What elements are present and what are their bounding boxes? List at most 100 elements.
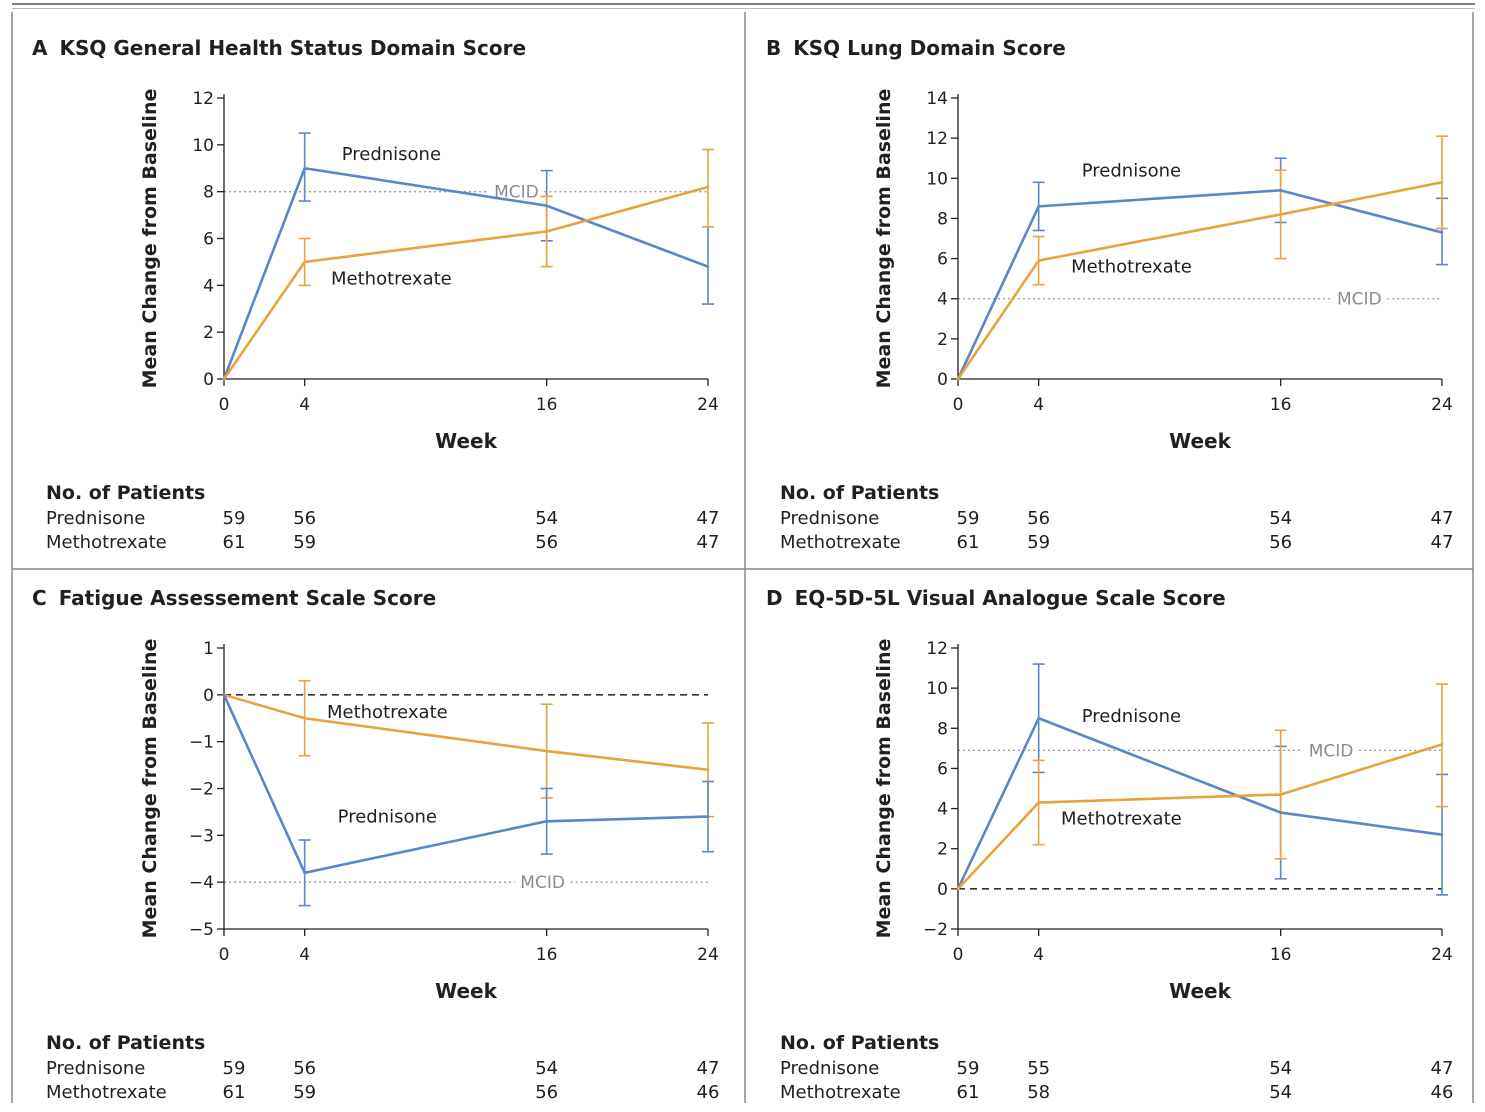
data-point	[222, 693, 226, 697]
patients-row-label: Prednisone	[46, 508, 146, 529]
data-point	[706, 768, 710, 772]
patient-count: 47	[696, 532, 720, 553]
y-tick-label: 6	[203, 230, 214, 250]
y-tick-label: 4	[203, 276, 214, 296]
y-tick-label: 10	[926, 169, 948, 189]
top-rule-thin	[12, 8, 1475, 9]
data-point	[545, 204, 548, 208]
data-point	[1037, 801, 1040, 804]
patient-count: 58	[1027, 1082, 1051, 1103]
patient-count: 59	[293, 532, 317, 553]
y-tick-label: 12	[926, 639, 948, 659]
y-tick-label: 8	[937, 719, 948, 739]
patient-count: 56	[535, 532, 559, 553]
y-tick-label: 0	[203, 686, 214, 706]
data-point	[1440, 743, 1444, 746]
x-tick-label: 16	[536, 945, 558, 965]
patients-table: No. of Patients Prednisone 59 55 54 47 Methotr…	[780, 1032, 1480, 1112]
y-axis-label: Mean Change from Baseline	[873, 639, 895, 939]
x-tick-label: 16	[1270, 945, 1292, 965]
patients-table-header: No. of Patients	[780, 482, 940, 504]
data-point	[1440, 833, 1444, 836]
x-tick-label: 4	[1033, 395, 1044, 415]
mcid-label: MCID	[1309, 741, 1354, 761]
x-axis-label: Week	[435, 429, 497, 453]
patients-table: No. of Patients Prednisone 59 56 54 47 Methotr…	[46, 1032, 746, 1112]
y-axis-label: Mean Change from Baseline	[873, 89, 895, 389]
panel-letter: A	[32, 36, 48, 60]
y-tick-label: 0	[937, 880, 948, 900]
patients-table-header: No. of Patients	[780, 1032, 940, 1054]
patient-count: 56	[293, 508, 317, 529]
patients-row-label: Methotrexate	[780, 1082, 901, 1103]
series-label: Methotrexate	[327, 702, 448, 723]
mcid-label: MCID	[494, 183, 539, 203]
y-tick-label: −1	[189, 733, 214, 753]
y-axis-label: Mean Change from Baseline	[139, 639, 161, 939]
x-tick-label: 24	[1431, 945, 1453, 965]
panel-letter: C	[32, 586, 47, 610]
x-tick-label: 24	[697, 395, 719, 415]
patient-count: 46	[1430, 1082, 1454, 1103]
y-tick-label: 1	[203, 639, 214, 659]
series-label: Methotrexate	[1061, 809, 1182, 830]
x-tick-label: 16	[536, 395, 558, 415]
data-point	[303, 716, 306, 720]
patient-count: 47	[696, 508, 720, 529]
patients-table-header: No. of Patients	[46, 1032, 206, 1054]
x-tick-label: 4	[1033, 945, 1044, 965]
series-line-methotrexate	[223, 693, 709, 772]
x-tick-label: 4	[299, 395, 310, 415]
data-point	[1037, 259, 1040, 262]
y-tick-label: −5	[189, 920, 214, 940]
series-line-methotrexate	[956, 181, 1443, 380]
y-tick-label: −3	[189, 826, 214, 846]
data-point	[956, 887, 960, 891]
y-tick-label: −2	[189, 780, 214, 800]
y-tick-label: 0	[937, 370, 948, 390]
patient-count: 47	[1430, 532, 1454, 553]
panel-title: A KSQ General Health Status Domain Score	[32, 36, 526, 60]
x-tick-label: 24	[1431, 395, 1453, 415]
patient-count: 59	[956, 1058, 980, 1079]
patient-count: 54	[1269, 1082, 1293, 1103]
patient-count: 46	[696, 1082, 720, 1103]
y-tick-label: −2	[923, 920, 948, 940]
data-point	[303, 260, 306, 264]
y-tick-label: 12	[192, 89, 214, 109]
patient-count: 59	[1027, 532, 1051, 553]
x-tick-label: 4	[299, 945, 310, 965]
y-tick-label: 10	[926, 679, 948, 699]
patient-count: 56	[293, 1058, 317, 1079]
data-point	[1279, 811, 1282, 814]
y-tick-label: 2	[937, 330, 948, 350]
patients-row-label: Methotrexate	[46, 1082, 167, 1103]
y-tick-label: 2	[203, 323, 214, 343]
chart-panel-c: C Fatigue Assessement Scale Score MCID −5 −4…	[8, 562, 740, 1112]
patient-count: 59	[956, 508, 980, 529]
data-point	[303, 871, 306, 875]
data-point	[1279, 213, 1282, 216]
panel-title-text: KSQ General Health Status Domain Score	[59, 36, 527, 60]
data-point	[222, 377, 226, 381]
x-tick-label: 0	[953, 395, 964, 415]
y-tick-label: 8	[203, 183, 214, 203]
patients-row-label: Methotrexate	[46, 532, 167, 553]
patient-count: 59	[222, 1058, 246, 1079]
y-tick-label: 10	[192, 136, 214, 156]
top-rule	[12, 3, 1475, 5]
patients-table: No. of Patients Prednisone 59 56 54 47 Methotr…	[46, 482, 746, 562]
y-tick-label: 2	[937, 840, 948, 860]
panel-title: C Fatigue Assessement Scale Score	[32, 586, 436, 610]
panel-title-text: Fatigue Assessement Scale Score	[58, 586, 437, 610]
patients-row-label: Methotrexate	[780, 532, 901, 553]
y-tick-label: 6	[937, 250, 948, 270]
x-tick-label: 0	[219, 945, 230, 965]
patient-count: 54	[535, 1058, 559, 1079]
patients-table-header: No. of Patients	[46, 482, 206, 504]
series-label: Methotrexate	[331, 268, 452, 289]
